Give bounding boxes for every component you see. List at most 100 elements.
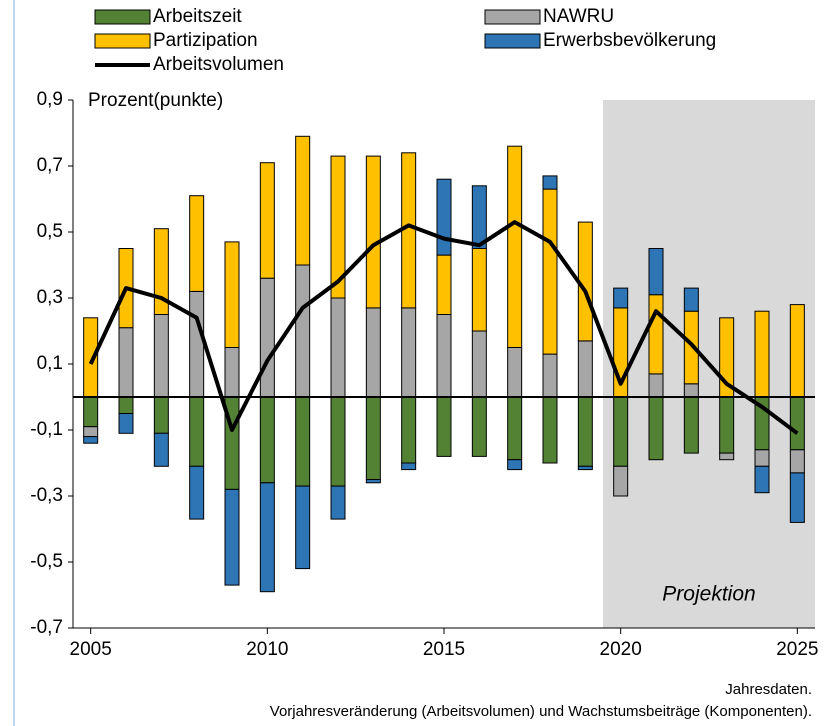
y-tick-label: 0,1 <box>37 353 63 374</box>
bar-segment <box>613 287 629 309</box>
x-tick-label: 2020 <box>600 639 642 660</box>
bar-segment <box>542 188 558 355</box>
bar-segment <box>153 396 169 434</box>
legend-label: NAWRU <box>543 6 614 27</box>
bar-segment <box>259 482 275 593</box>
bar-segment <box>436 254 452 316</box>
bar-segment <box>259 396 275 484</box>
bar-segment <box>295 264 311 398</box>
bar-segment <box>189 290 205 398</box>
legend-swatch <box>94 33 151 49</box>
bar-segment <box>83 426 99 438</box>
bar-segment <box>330 297 346 398</box>
bar-segment <box>577 396 593 467</box>
bar-segment <box>118 327 134 398</box>
bar-segment <box>436 314 452 398</box>
bar-segment <box>542 175 558 190</box>
bar-segment <box>542 396 558 464</box>
y-tick-label: 0,7 <box>37 155 63 176</box>
bar-segment <box>542 353 558 398</box>
y-tick-label: 0,9 <box>37 89 63 110</box>
bar-segment <box>648 373 664 398</box>
line-series <box>88 220 799 435</box>
y-tick-label: -0,5 <box>30 551 63 572</box>
y-tick-label: -0,7 <box>30 617 63 638</box>
y-tick-label: 0,3 <box>37 287 63 308</box>
bar-segment <box>224 347 240 398</box>
bar-segment <box>507 459 523 471</box>
bar-segment <box>118 396 134 414</box>
bar-segment <box>754 449 770 467</box>
bar-segment <box>83 436 99 444</box>
bar-segment <box>330 155 346 299</box>
bar-segment <box>224 488 240 586</box>
bar-segment <box>153 432 169 467</box>
bar-segment <box>259 162 275 279</box>
legend-label: Arbeitszeit <box>153 6 242 27</box>
bar-segment <box>648 294 664 375</box>
y-axis-title: Prozent(punkte) <box>88 90 223 111</box>
y-tick-label: -0,1 <box>30 419 63 440</box>
x-tick-label: 2010 <box>246 639 288 660</box>
x-tick-label: 2025 <box>776 639 818 660</box>
bar-segment <box>789 396 805 451</box>
bar-segment <box>789 304 805 398</box>
bar-segment <box>436 396 452 457</box>
bar-segment <box>613 396 629 467</box>
bar-segment <box>259 277 275 398</box>
bar-segment <box>789 449 805 474</box>
bar-segment <box>401 462 417 471</box>
bar-segment <box>401 307 417 398</box>
bar-segment <box>365 307 381 398</box>
bar-segment <box>436 178 452 256</box>
note: Jahresdaten. <box>725 681 812 698</box>
bar-segment <box>471 248 487 332</box>
bar-segment <box>365 155 381 309</box>
bar-segment <box>365 479 381 484</box>
bar-segment <box>648 396 664 461</box>
bar-segment <box>789 472 805 523</box>
bar-segment <box>577 465 593 471</box>
annotation: Projektion <box>662 583 755 606</box>
bar-segment <box>330 485 346 520</box>
x-tick-label: 2005 <box>70 639 112 660</box>
bar-segment <box>471 185 487 250</box>
bar-segment <box>295 396 311 487</box>
bar-segment <box>295 485 311 570</box>
bar-segment <box>189 195 205 292</box>
bar-segment <box>471 396 487 457</box>
legend-label: Erwerbsbevölkerung <box>543 30 716 51</box>
legend-label: Partizipation <box>153 30 258 51</box>
legend-swatch <box>484 33 541 49</box>
bar-segment <box>295 135 311 266</box>
bar-segment <box>683 287 699 312</box>
bar-segment <box>683 396 699 454</box>
bar-segment <box>719 396 735 454</box>
bar-segment <box>754 465 770 494</box>
bar-segment <box>719 452 735 461</box>
bar-segment <box>153 228 169 315</box>
legend-label: Arbeitsvolumen <box>153 54 284 75</box>
bar-segment <box>683 383 699 398</box>
bar-segment <box>189 396 205 467</box>
bar-segment <box>189 465 205 520</box>
bar-segment <box>401 396 417 464</box>
y-tick-label: 0,5 <box>37 221 63 242</box>
bar-segment <box>577 340 593 398</box>
bar-segment <box>507 396 523 461</box>
bar-segment <box>507 145 523 348</box>
x-tick-label: 2015 <box>423 639 465 660</box>
bar-segment <box>83 396 99 428</box>
bar-segment <box>118 413 134 434</box>
bar-segment <box>153 314 169 398</box>
bar-segment <box>365 396 381 480</box>
bar-segment <box>507 347 523 398</box>
bar-segment <box>648 248 664 296</box>
bar-segment <box>613 465 629 497</box>
bar-segment <box>330 396 346 487</box>
bar-segment <box>471 330 487 398</box>
legend-swatch <box>484 9 541 25</box>
note: Vorjahresveränderung (Arbeitsvolumen) un… <box>270 703 812 720</box>
bar-segment <box>224 241 240 348</box>
